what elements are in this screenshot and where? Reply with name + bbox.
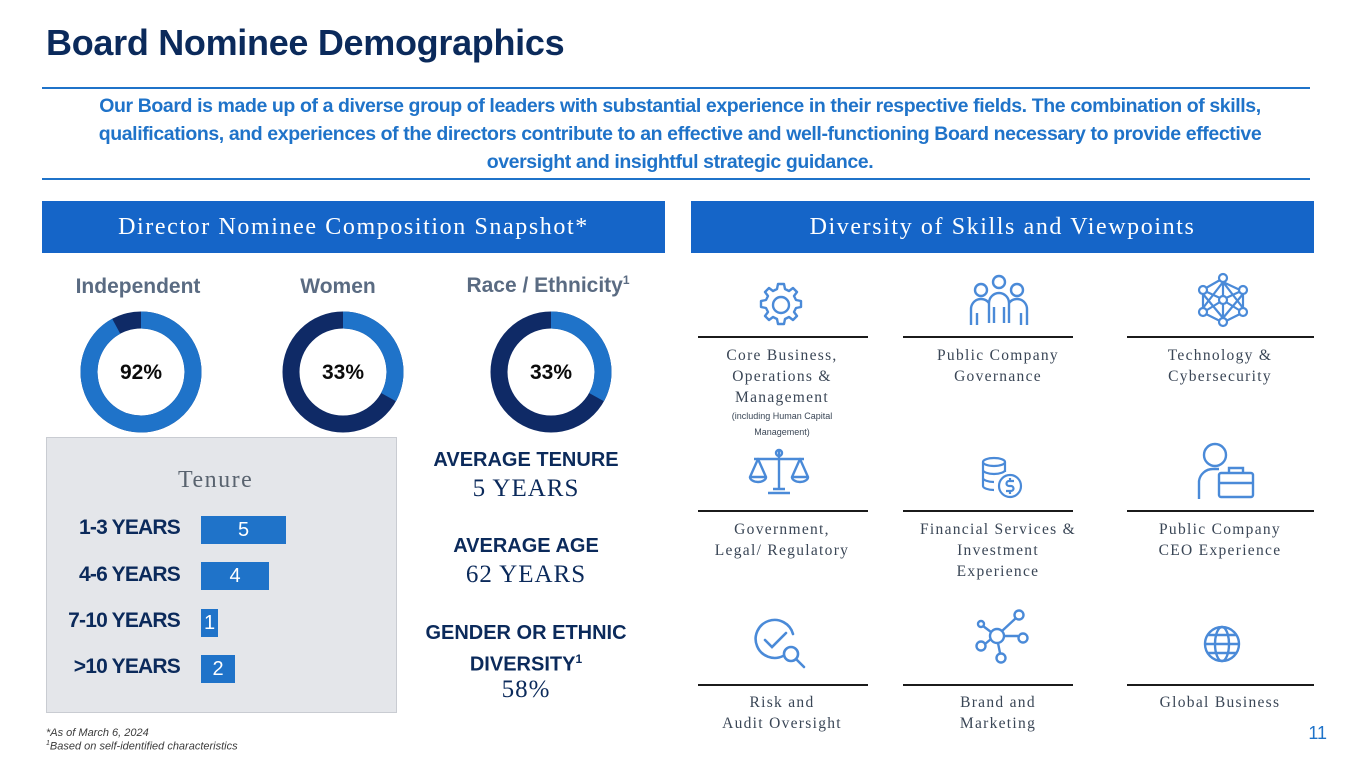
donut-arc-independent — [80, 311, 202, 433]
average-tenure-label: AVERAGE TENURE — [433, 449, 619, 471]
audit-magnifier-icon — [753, 616, 807, 670]
skill-ceo-experience: Public Company CEO Experience — [1158, 521, 1282, 559]
diversity-label: GENDER OR ETHNIC DIVERSITY1 — [425, 622, 627, 676]
tenure-bar-10-plus: 2 — [201, 655, 235, 683]
skill-brand-marketing: Brand and Marketing — [959, 694, 1037, 732]
average-age-label: AVERAGE AGE — [453, 535, 599, 557]
donut-arc-women — [282, 311, 404, 433]
skill-financial-services: Financial Services & Investment Experience — [920, 521, 1076, 580]
tenure-bar-1-3: 5 — [201, 516, 286, 544]
skill-technology-cybersecurity: Technology & Cybersecurity — [1167, 347, 1273, 385]
snapshot-banner: Director Nominee Composition Snapshot* — [42, 201, 665, 253]
tenure-title: Tenure — [178, 467, 254, 493]
skill-global-business: Global Business — [1159, 694, 1281, 711]
skill-core-business: Core Business, Operations & Management (in… — [726, 347, 838, 437]
donut-value-race: 33% — [530, 361, 572, 384]
tenure-label-10-plus: >10 YEARS — [73, 655, 181, 678]
ceo-briefcase-icon — [1197, 441, 1257, 501]
tenure-bar-7-10: 1 — [201, 609, 218, 637]
skills-banner: Diversity of Skills and Viewpoints — [691, 201, 1314, 253]
donut-value-independent: 92% — [120, 361, 162, 384]
skill-divider — [1127, 510, 1314, 512]
donut-label-race: Race / Ethnicity1 — [466, 273, 630, 297]
diversity-value: 58% — [501, 676, 551, 703]
skill-divider — [903, 510, 1073, 512]
donut-label-women: Women — [300, 275, 376, 298]
skill-public-company-governance: Public Company Governance — [937, 347, 1059, 385]
skill-divider — [1127, 336, 1314, 338]
page-title: Board Nominee Demographics — [46, 22, 565, 63]
donut-value-women: 33% — [322, 361, 364, 384]
donut-label-independent: Independent — [75, 275, 201, 298]
average-tenure-value: 5 YEARS — [472, 475, 580, 502]
donut-chart-independent: 92% — [80, 311, 202, 433]
skill-divider — [698, 684, 868, 686]
coins-dollar-icon — [980, 456, 1024, 500]
people-group-icon — [967, 273, 1031, 329]
average-age-value: 62 YEARS — [465, 561, 587, 588]
tenure-label-7-10: 7-10 YEARS — [68, 609, 181, 632]
skill-government-legal: Government, Legal/ Regulatory — [714, 521, 850, 559]
tenure-bar-4-6: 4 — [201, 562, 269, 590]
page-number: 11 — [1308, 723, 1327, 743]
molecule-icon — [973, 608, 1029, 664]
intro-text: Our Board is made up of a diverse group … — [98, 95, 1262, 173]
intro-bottom-divider — [42, 178, 1310, 180]
gear-icon — [756, 280, 806, 330]
footnote-self-identified: 1Based on self-identified characteristic… — [46, 740, 238, 753]
skill-divider — [698, 336, 868, 338]
scales-icon — [746, 447, 812, 497]
tenure-label-1-3: 1-3 YEARS — [79, 516, 181, 539]
footnote-asof: *As of March 6, 2024 — [46, 727, 149, 739]
tenure-label-4-6: 4-6 YEARS — [79, 563, 181, 586]
donut-chart-women: 33% — [282, 311, 404, 433]
skill-divider — [903, 684, 1073, 686]
network-icon — [1195, 272, 1251, 328]
skill-risk-audit: Risk and Audit Oversight — [722, 694, 842, 732]
skill-divider — [903, 336, 1073, 338]
donut-chart-race: 33% — [490, 311, 612, 433]
globe-icon — [1202, 624, 1242, 664]
top-divider — [42, 87, 1310, 89]
donut-arc-race — [490, 311, 612, 433]
skill-divider — [1127, 684, 1314, 686]
skill-divider — [698, 510, 868, 512]
